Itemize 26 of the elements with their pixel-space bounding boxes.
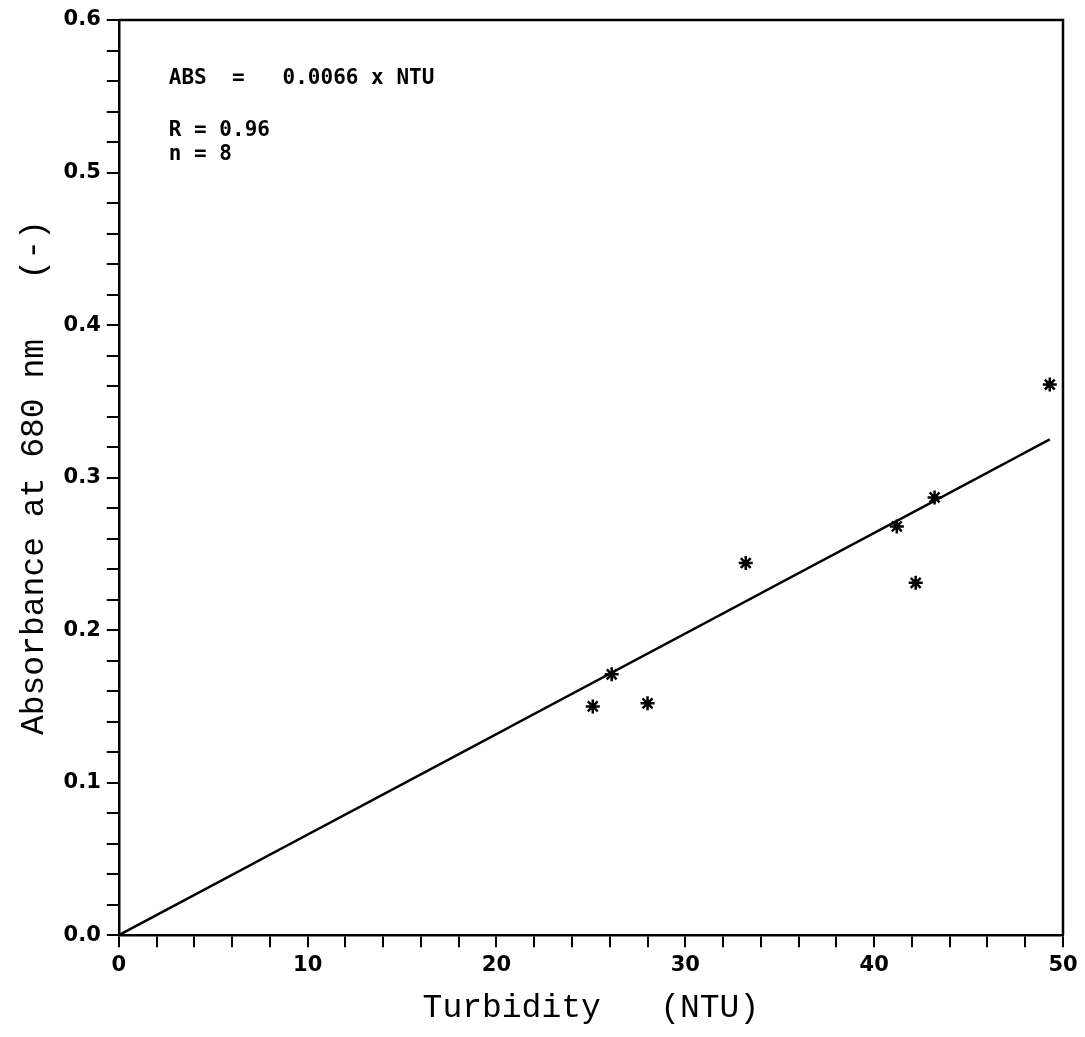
- point: [737, 554, 754, 572]
- point: [888, 518, 906, 535]
- y-tick-label: 0.0: [63, 921, 101, 946]
- annotation: R = 0.96: [168, 117, 270, 141]
- y-tick-label: 0.3: [63, 464, 101, 489]
- annotation: ABS = 0.0066 x NTU: [168, 65, 435, 89]
- point: [907, 574, 924, 592]
- x-tick-label: 0: [111, 952, 127, 977]
- y-tick-label: 0.4: [63, 311, 101, 336]
- y-tick-label: 0.6: [63, 6, 101, 31]
- point: [584, 698, 602, 715]
- point: [1041, 376, 1059, 393]
- point: [926, 489, 943, 506]
- y-axis-title: Absorbance at 680 nm (-): [15, 220, 53, 736]
- point: [603, 666, 620, 683]
- annotation: n = 8: [168, 141, 233, 165]
- x-tick-label: 10: [293, 952, 323, 977]
- x-tick-label: 50: [1048, 952, 1078, 977]
- point: [639, 695, 656, 712]
- x-tick-label: 20: [481, 952, 512, 977]
- x-axis-title: Turbidity (NTU): [422, 989, 760, 1027]
- y-tick-label: 0.5: [63, 158, 101, 183]
- x-tick-label: 40: [859, 952, 889, 977]
- y-tick-label: 0.2: [63, 616, 101, 641]
- y-tick-label: 0.1: [63, 769, 101, 794]
- x-tick-label: 30: [670, 952, 700, 977]
